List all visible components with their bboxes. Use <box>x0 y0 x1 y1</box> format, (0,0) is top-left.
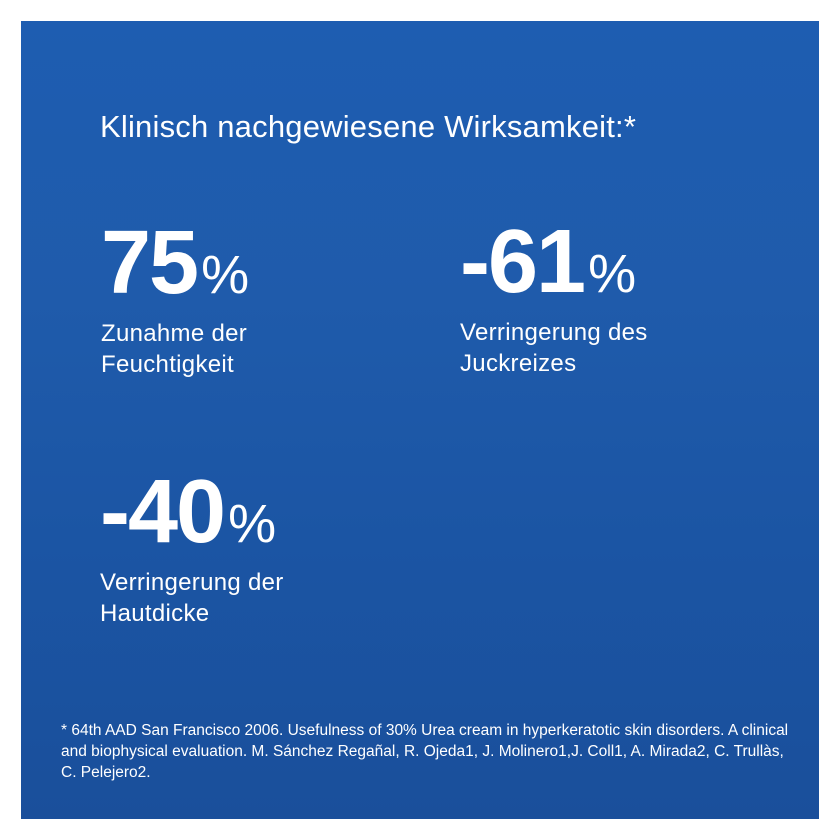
stat-value-row: 75 % <box>101 218 249 308</box>
headline: Klinisch nachgewiesene Wirksamkeit:* <box>100 109 637 144</box>
stat-number: -40 <box>100 462 226 562</box>
stat-label-line: Feuchtigkeit <box>101 351 234 378</box>
stat-label-line: Verringerung des <box>460 319 648 346</box>
stat-label-line: Juckreizes <box>460 350 577 377</box>
percent-sign: % <box>588 244 637 304</box>
info-panel: Klinisch nachgewiesene Wirksamkeit:* 75 … <box>21 21 819 819</box>
percent-sign: % <box>201 245 250 305</box>
stat-label-line: Hautdicke <box>100 600 210 627</box>
percent-sign: % <box>228 494 277 554</box>
stat-moisture: 75 % Zunahme der Feuchtigkeit <box>101 218 249 380</box>
stat-value-row: -61 % <box>460 217 648 307</box>
stat-value-row: -40 % <box>100 467 284 557</box>
stat-number: -61 <box>460 212 586 312</box>
stat-itch: -61 % Verringerung des Juckreizes <box>460 217 648 379</box>
stat-label: Zunahme der Feuchtigkeit <box>101 318 249 380</box>
stat-label: Verringerung der Hautdicke <box>100 567 284 629</box>
stat-number: 75 <box>101 213 199 313</box>
stat-label-line: Zunahme der <box>101 320 248 347</box>
stat-skin-thickness: -40 % Verringerung der Hautdicke <box>100 467 284 629</box>
footnote: * 64th AAD San Francisco 2006. Usefulnes… <box>61 722 789 781</box>
stat-label: Verringerung des Juckreizes <box>460 317 648 379</box>
stat-label-line: Verringerung der <box>100 569 284 596</box>
